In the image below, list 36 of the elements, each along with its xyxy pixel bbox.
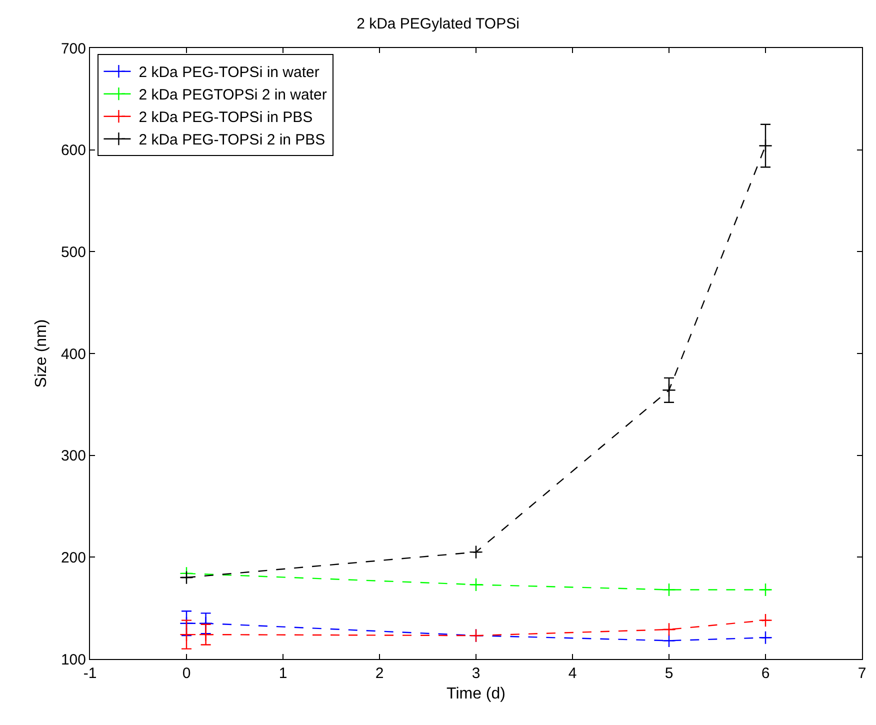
x-tick-label: -1: [83, 665, 97, 682]
x-tick-label: 0: [182, 665, 191, 682]
y-tick-label: 200: [60, 549, 86, 566]
point: [758, 630, 772, 645]
point: [758, 582, 772, 597]
point: [198, 628, 213, 642]
y-tick-label: 700: [60, 40, 86, 58]
x-tick-label: 3: [472, 665, 480, 682]
point: [662, 582, 676, 597]
y-tick-label: 600: [60, 142, 86, 160]
legend-label: 2 kDa PEGTOPSi 2 in water: [138, 86, 327, 104]
legend-label: 2 kDa PEG-TOPSi in water: [138, 64, 320, 82]
y-axis-title: Size (nm): [32, 319, 50, 388]
y-tick-label: 400: [60, 346, 86, 363]
point: [758, 138, 772, 153]
point: [662, 383, 676, 398]
legend-label: 2 kDa PEG-TOPSi in PBS: [138, 109, 313, 126]
point: [469, 578, 483, 592]
x-tick-label: 6: [761, 665, 770, 682]
point: [180, 628, 194, 642]
x-tick-label: 2: [375, 665, 384, 682]
point: [180, 570, 194, 584]
x-axis-title: Time (d): [446, 686, 506, 703]
y-tick-label: 100: [60, 651, 86, 668]
point: [758, 613, 772, 628]
point: [662, 634, 676, 648]
x-tick-label: 4: [568, 665, 577, 682]
chart-title: 2 kDa PEGylated TOPSi: [356, 16, 520, 33]
point: [469, 545, 483, 559]
x-tick-label: 1: [278, 665, 288, 682]
y-tick-label: 300: [60, 448, 86, 465]
x-tick-label: 7: [858, 665, 866, 682]
point: [662, 622, 676, 636]
legend-label: 2 kDa PEG-TOPSi 2 in PBS: [138, 132, 326, 149]
x-tick-label: 5: [664, 665, 674, 682]
y-tick-label: 500: [60, 244, 86, 261]
